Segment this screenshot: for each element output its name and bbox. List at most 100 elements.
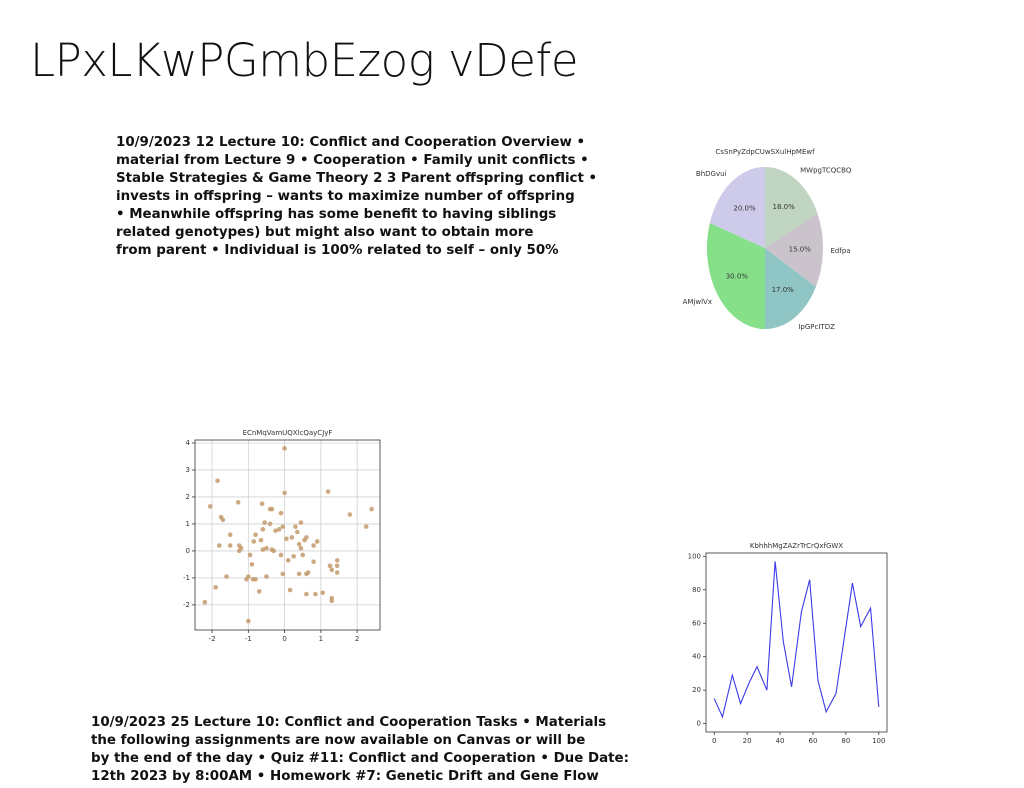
text-line: 10/9/2023 25 Lecture 10: Conflict and Co…	[91, 715, 607, 730]
scatter-point	[207, 504, 213, 509]
scatter-point	[213, 585, 218, 590]
scatter-point	[267, 521, 273, 527]
y-tick-label: 60	[692, 619, 701, 627]
scatter-point	[300, 552, 306, 558]
x-tick-label: 0	[282, 635, 286, 643]
scatter-point	[227, 543, 233, 548]
scatter-point	[296, 541, 302, 547]
scatter-point	[289, 535, 295, 540]
scatter-point	[327, 563, 333, 569]
x-tick-label: 1	[319, 635, 323, 643]
scatter-point	[202, 599, 208, 605]
x-tick-label: 100	[872, 737, 885, 745]
slice-label: Edfpa	[831, 247, 851, 255]
y-tick-label: -1	[183, 574, 190, 582]
data-label: 17.0%	[772, 286, 795, 294]
y-tick-label: 1	[186, 520, 190, 528]
scatter-point	[304, 535, 309, 540]
scatter-point	[320, 590, 325, 596]
scatter-point	[282, 446, 287, 451]
scatter-point	[264, 545, 269, 551]
scatter-point	[262, 520, 267, 525]
scatter-point	[329, 567, 335, 573]
page-title: LPxLKwPGmbEzog vDefe	[30, 34, 579, 87]
y-tick-label: 0	[186, 547, 190, 555]
y-tick-label: 40	[692, 653, 701, 661]
scatter-point	[285, 558, 291, 563]
scatter-point	[314, 539, 320, 544]
scatter-point	[298, 520, 304, 525]
x-tick-label: -2	[209, 635, 216, 643]
scatter-point	[294, 529, 300, 535]
scatter-point	[273, 528, 278, 533]
scatter-point	[215, 478, 220, 484]
text-line: by the end of the day • Quiz #11: Confli…	[91, 751, 629, 766]
data-label: 30.0%	[726, 273, 749, 281]
scatter-point	[280, 524, 286, 529]
text-line: 10/9/2023 12 Lecture 10: Conflict and Co…	[116, 135, 586, 150]
scatter-point	[217, 543, 222, 548]
pie-slice	[707, 222, 765, 329]
chart-title: KbhhhMgZAZrTrCrQxfGWX	[750, 542, 843, 550]
chart-title: ECnMqVamUQXlcQayCJyF	[243, 429, 333, 437]
text-line: • Meanwhile offspring has some benefit t…	[116, 207, 557, 222]
scatter-point	[363, 524, 369, 529]
scatter-point	[369, 506, 374, 512]
scatter-point	[227, 532, 233, 538]
scatter-point	[305, 570, 311, 575]
text-line: material from Lecture 9 • Cooperation • …	[116, 153, 589, 168]
scatter-point	[296, 571, 302, 577]
pie-slice	[765, 213, 823, 288]
text-line: related genotypes) but might also want t…	[116, 225, 534, 240]
scatter-point	[325, 489, 331, 494]
pie-slice	[765, 248, 816, 329]
x-tick-label: 40	[776, 737, 785, 745]
paragraph: 10/9/2023 12 Lecture 10: Conflict and Co…	[116, 134, 597, 260]
scatter-point	[278, 510, 284, 516]
scatter-point	[291, 554, 296, 559]
scatter-point	[298, 545, 304, 551]
scatter-point	[259, 501, 265, 506]
scatter-point	[311, 543, 316, 548]
scatter-point	[260, 547, 266, 552]
scatter-point	[334, 558, 340, 563]
scatter-point	[280, 571, 286, 577]
scatter-point	[282, 490, 287, 496]
scatter-point	[260, 527, 266, 532]
x-tick-label: 20	[743, 737, 752, 745]
pie-slice	[709, 167, 765, 248]
scatter-point	[256, 589, 262, 594]
y-tick-label: 100	[688, 552, 701, 560]
scatter-point	[253, 576, 258, 582]
scatter-point	[313, 591, 318, 597]
x-tick-label: 80	[841, 737, 850, 745]
data-label: 18.0%	[773, 203, 796, 211]
scatter-point	[304, 591, 309, 597]
data-label: 20.0%	[733, 205, 756, 213]
scatter-point	[276, 527, 282, 532]
scatter-point	[311, 559, 316, 565]
slice-label: AMjwlVx	[683, 298, 712, 306]
text-line: invests in offspring – wants to maximize…	[116, 189, 575, 204]
scatter-point	[235, 500, 241, 505]
text-line: Stable Strategies & Game Theory 2 3 Pare…	[116, 171, 598, 186]
data-label: 15.0%	[789, 246, 812, 254]
scatter-point	[347, 512, 353, 517]
y-tick-label: 4	[186, 439, 191, 447]
scatter-point	[334, 563, 340, 569]
y-tick-label: 3	[186, 466, 190, 474]
chart-title: CsSnPyZdpCUwSXulHpMEwf	[715, 148, 815, 156]
slice-label: BhDGvui	[696, 170, 727, 178]
scatter-point	[244, 576, 249, 582]
plot-frame	[705, 552, 888, 733]
x-tick-label: -1	[245, 635, 252, 643]
scatter-point	[264, 574, 269, 579]
y-tick-label: -2	[183, 601, 190, 609]
scatter-point	[287, 587, 293, 593]
scatter-point	[271, 548, 277, 554]
slice-label: IpGPcITDZ	[798, 323, 835, 331]
scatter-point	[334, 570, 340, 575]
text-line: the following assignments are now availa…	[91, 733, 586, 748]
scatter-point	[251, 539, 257, 544]
text-line: from parent • Individual is 100% related…	[116, 243, 559, 258]
